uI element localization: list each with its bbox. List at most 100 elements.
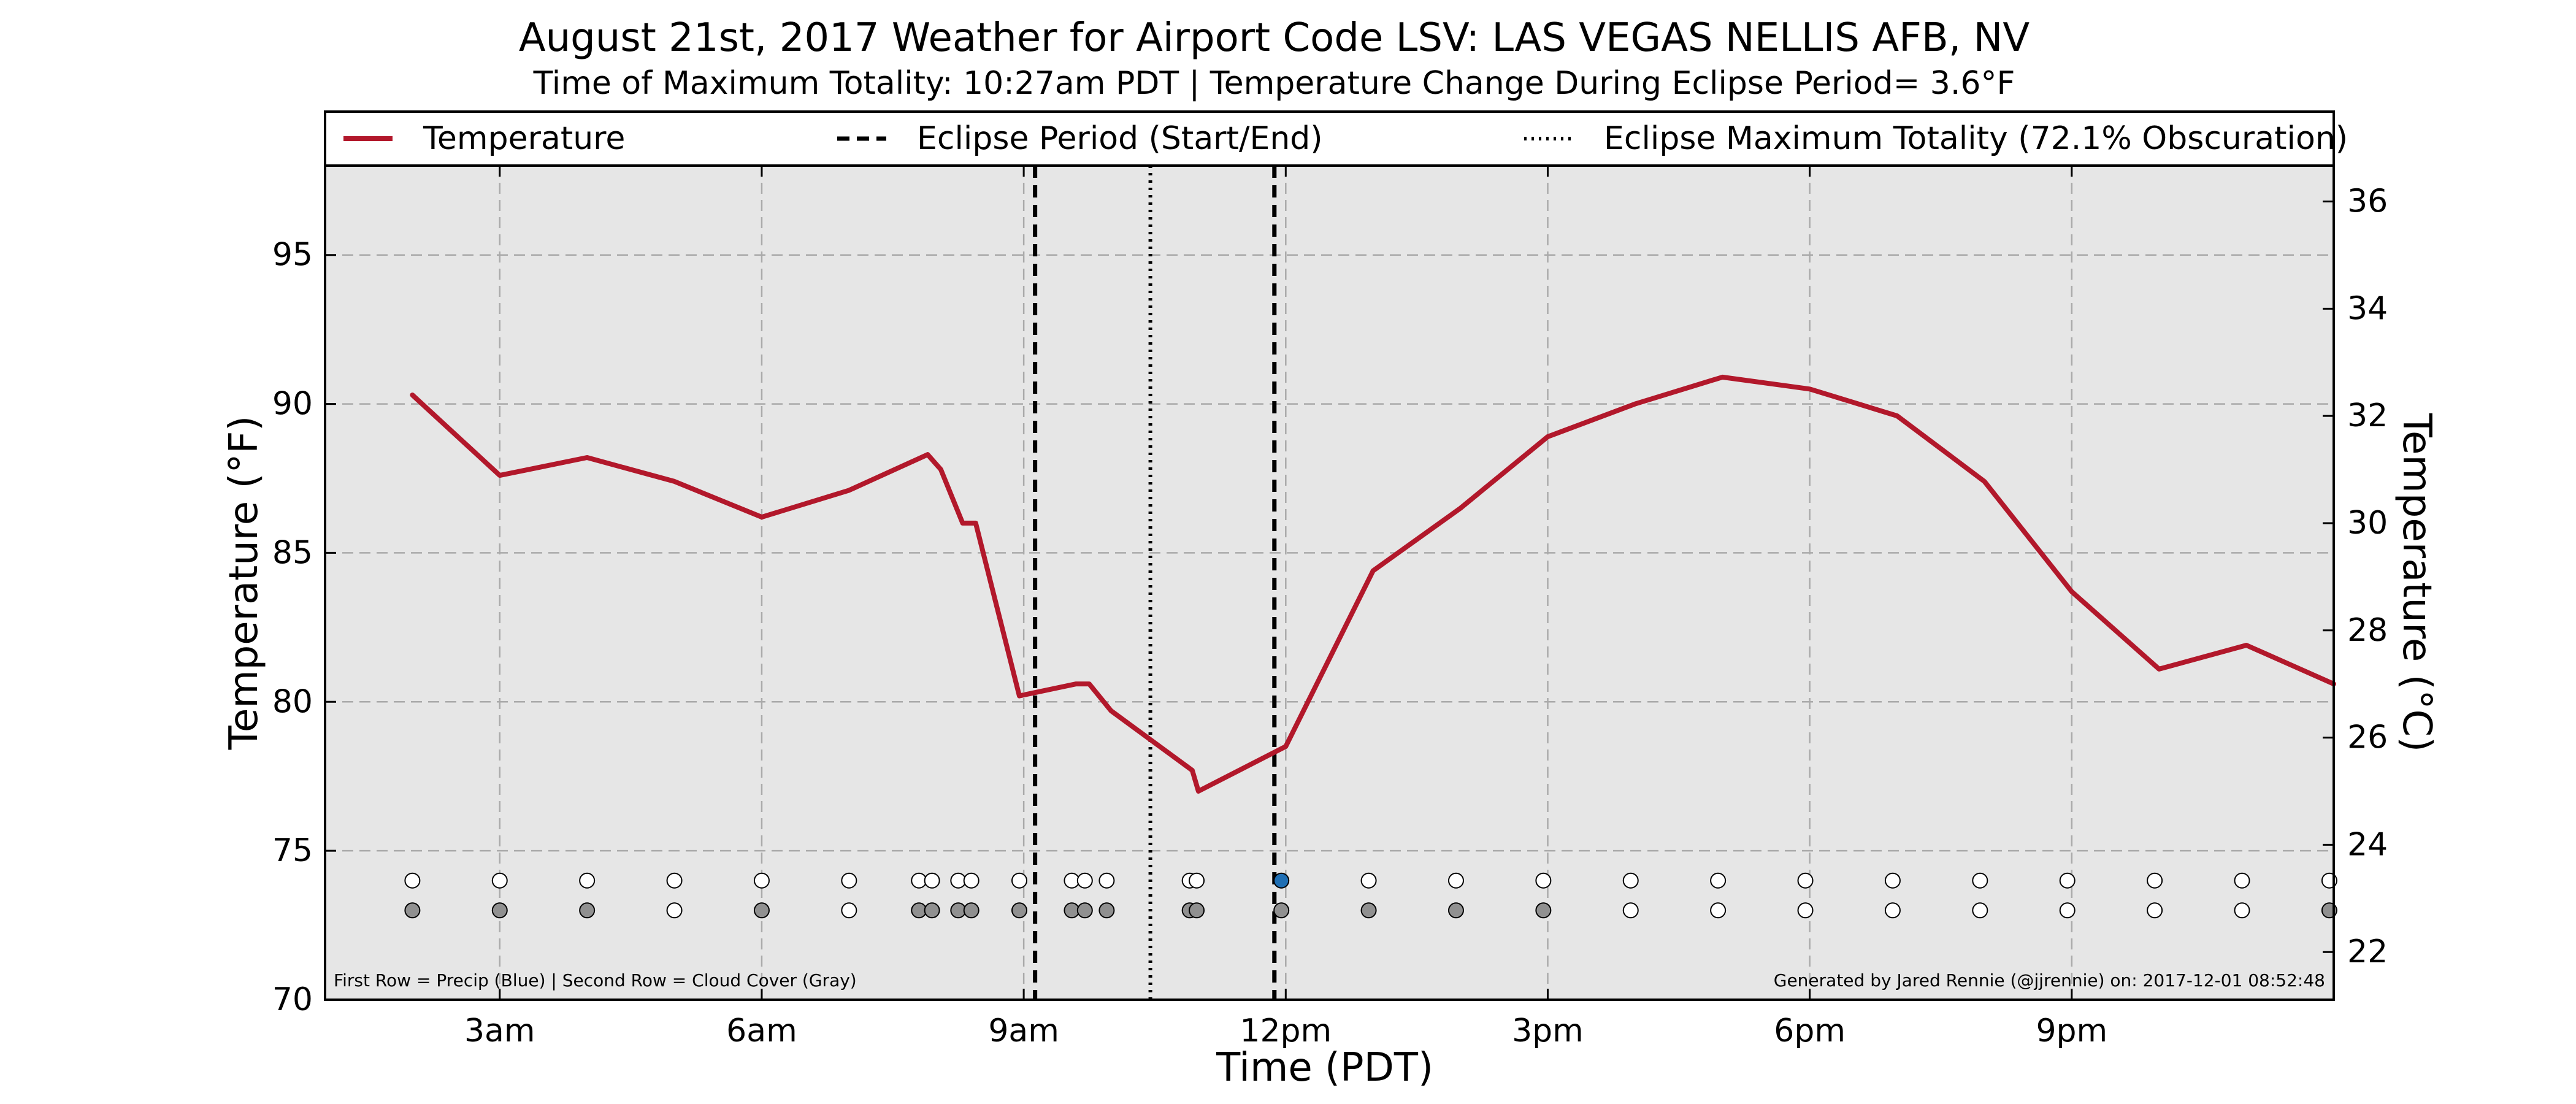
cloud-cover-marker — [963, 902, 979, 919]
cloud-cover-marker — [1622, 902, 1639, 919]
cloud-cover-marker — [579, 902, 596, 919]
temperature-point — [962, 522, 964, 524]
temperature-point — [940, 469, 941, 470]
temperature-point — [975, 522, 976, 524]
x-tick-label: 9pm — [2036, 1013, 2107, 1049]
precip-marker — [924, 872, 940, 889]
y2-tick-label: 22 — [2347, 933, 2388, 970]
temperature-point — [586, 457, 588, 458]
precip-marker — [1098, 872, 1115, 889]
y2-axis-title: Temperature (°C) — [2394, 413, 2439, 752]
precip-marker — [666, 872, 683, 889]
precip-marker — [1273, 872, 1290, 889]
y2-tick-label: 34 — [2347, 290, 2388, 327]
cloud-cover-marker — [1797, 902, 1814, 919]
temperature-point — [1547, 436, 1549, 437]
temperature-point — [1460, 507, 1462, 509]
precip-marker — [963, 872, 979, 889]
footnote-legend-rows: First Row = Precip (Blue) | Second Row =… — [334, 970, 857, 991]
temperature-point — [1896, 415, 1898, 416]
precip-marker — [491, 872, 508, 889]
cloud-cover-marker — [1011, 902, 1028, 919]
precip-marker — [1797, 872, 1814, 889]
temperature-point — [1285, 746, 1287, 748]
temperature-point — [927, 454, 929, 456]
x-tick-label: 3am — [464, 1013, 535, 1049]
chart-title: August 21st, 2017 Weather for Airport Co… — [518, 15, 2030, 61]
precip-marker — [1710, 872, 1727, 889]
cloud-cover-marker — [1098, 902, 1115, 919]
legend-label: Eclipse Period (Start/End) — [917, 120, 1323, 157]
precip-marker — [1972, 872, 1988, 889]
cloud-cover-marker — [491, 902, 508, 919]
cloud-cover-marker — [2059, 902, 2076, 919]
temperature-point — [2071, 591, 2072, 592]
cloud-cover-marker — [1447, 902, 1464, 919]
y2-tick-label: 30 — [2347, 505, 2388, 542]
temperature-point — [1110, 710, 1112, 711]
precip-marker — [1011, 872, 1028, 889]
x-tick-label: 3pm — [1512, 1013, 1584, 1049]
cloud-cover-marker — [841, 902, 857, 919]
precip-marker — [2234, 872, 2250, 889]
y-tick-label: 90 — [272, 386, 313, 423]
cloud-cover-marker — [1972, 902, 1988, 919]
legend-label: Temperature — [423, 120, 625, 157]
temperature-point — [1984, 480, 1985, 482]
temperature-point — [1019, 695, 1021, 697]
legend-label: Eclipse Maximum Totality (72.1% Obscurat… — [1604, 120, 2348, 157]
x-axis-title: Time (PDT) — [1216, 1045, 1433, 1091]
y2-tick-label: 26 — [2347, 719, 2388, 756]
temperature-point — [1809, 388, 1811, 390]
temperature-point — [2158, 668, 2160, 670]
temperature-point — [673, 480, 675, 482]
y-tick-label: 75 — [272, 832, 313, 869]
cloud-cover-marker — [1710, 902, 1727, 919]
y2-tick-label: 32 — [2347, 397, 2388, 434]
temperature-point — [1372, 570, 1374, 572]
temperature-point — [1191, 770, 1193, 771]
x-tick-label: 6pm — [1774, 1013, 1846, 1049]
cloud-cover-marker — [1189, 902, 1205, 919]
precip-marker — [404, 872, 421, 889]
x-tick-label: 6am — [726, 1013, 797, 1049]
cloud-cover-marker — [1535, 902, 1552, 919]
cloud-cover-marker — [924, 902, 940, 919]
precip-marker — [2059, 872, 2076, 889]
y-tick-label: 70 — [272, 981, 313, 1018]
temperature-point — [1722, 376, 1723, 378]
precip-marker — [1535, 872, 1552, 889]
precip-marker — [1076, 872, 1093, 889]
footnote-generated-by: Generated by Jared Rennie (@jjrennie) on… — [1774, 970, 2325, 991]
x-tick-label: 9am — [988, 1013, 1059, 1049]
temperature-point — [2245, 645, 2247, 646]
y-axis-title: Temperature (°F) — [221, 416, 267, 751]
temperature-point — [499, 475, 500, 477]
x-tick-label: 12pm — [1240, 1013, 1332, 1049]
cloud-cover-marker — [753, 902, 770, 919]
y2-tick-label: 36 — [2347, 183, 2388, 220]
cloud-cover-marker — [1360, 902, 1377, 919]
y-tick-label: 85 — [272, 534, 313, 571]
cloud-cover-marker — [2147, 902, 2163, 919]
cloud-cover-marker — [1273, 902, 1290, 919]
plot-area — [325, 166, 2334, 1000]
precip-marker — [1622, 872, 1639, 889]
cloud-cover-marker — [1076, 902, 1093, 919]
precip-marker — [1884, 872, 1901, 889]
y2-tick-label: 28 — [2347, 612, 2388, 649]
y-tick-label: 95 — [272, 237, 313, 274]
cloud-cover-marker — [1884, 902, 1901, 919]
cloud-cover-marker — [2234, 902, 2250, 919]
precip-marker — [841, 872, 857, 889]
precip-marker — [1360, 872, 1377, 889]
temperature-point — [848, 489, 850, 491]
precip-marker — [579, 872, 596, 889]
temperature-point — [761, 516, 762, 518]
y-tick-label: 80 — [272, 683, 313, 720]
chart-subtitle: Time of Maximum Totality: 10:27am PDT | … — [533, 65, 2015, 102]
legend-box — [324, 110, 2335, 167]
precip-marker — [753, 872, 770, 889]
precip-marker — [1189, 872, 1205, 889]
